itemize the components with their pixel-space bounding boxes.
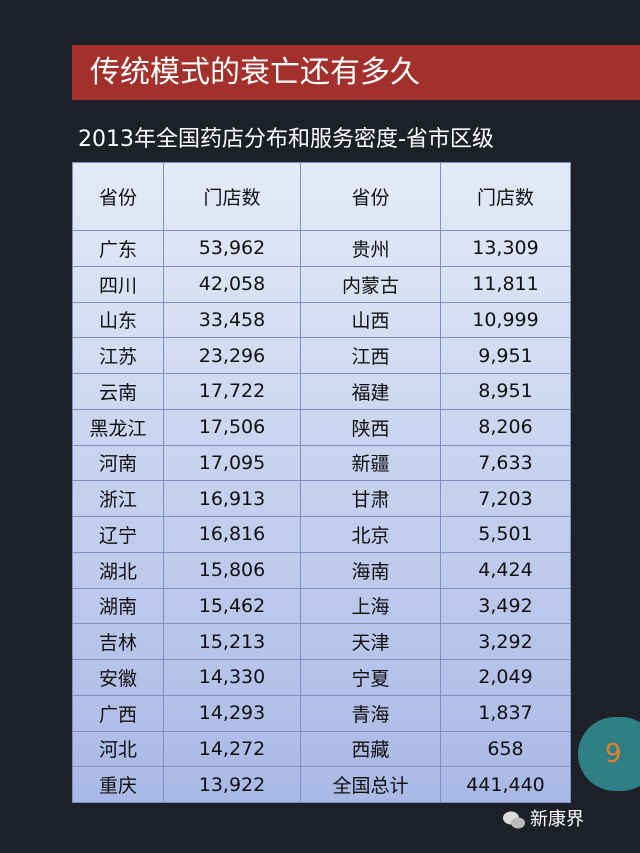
column-header: 省份 [300, 162, 441, 231]
store-count: 16,913 [163, 480, 301, 517]
province: 甘肃 [300, 480, 441, 517]
table-row: 辽宁 16,816 北京 5,501 [72, 516, 571, 553]
province: 黑龙江 [72, 408, 164, 446]
province: 河南 [72, 444, 164, 482]
store-count: 11,811 [440, 265, 571, 303]
table-row: 黑龙江 17,506 陕西 8,206 [72, 408, 571, 446]
table-row: 河北 14,272 西藏 658 [72, 730, 571, 768]
province: 西藏 [300, 730, 441, 768]
province: 天津 [300, 623, 441, 660]
store-count: 42,058 [163, 265, 301, 303]
province: 上海 [300, 587, 441, 625]
table-row: 云南 17,722 福建 8,951 [72, 373, 571, 410]
store-count: 14,330 [163, 659, 301, 696]
province: 云南 [72, 373, 164, 410]
store-count: 13,309 [440, 230, 571, 267]
province: 内蒙古 [300, 265, 441, 303]
province: 吉林 [72, 623, 164, 660]
province: 北京 [300, 516, 441, 553]
province: 江苏 [72, 337, 164, 374]
province: 全国总计 [300, 766, 441, 803]
store-count: 2,049 [440, 659, 571, 696]
table-row: 湖南 15,462 上海 3,492 [72, 587, 571, 625]
page-number: 9 [578, 717, 640, 791]
table-row: 广东 53,962 贵州 13,309 [72, 230, 571, 267]
store-count: 3,292 [440, 623, 571, 660]
province: 山西 [300, 301, 441, 339]
store-count: 9,951 [440, 337, 571, 374]
table-row: 安徽 14,330 宁夏 2,049 [72, 659, 571, 696]
province: 四川 [72, 265, 164, 303]
wechat-icon [503, 811, 525, 829]
table-row: 浙江 16,913 甘肃 7,203 [72, 480, 571, 517]
province: 广东 [72, 230, 164, 267]
column-header: 门店数 [440, 162, 571, 231]
province: 辽宁 [72, 516, 164, 553]
store-count: 14,293 [163, 694, 301, 732]
store-count: 441,440 [440, 766, 571, 803]
store-count: 8,951 [440, 373, 571, 410]
store-count: 5,501 [440, 516, 571, 553]
store-count: 23,296 [163, 337, 301, 374]
store-count: 10,999 [440, 301, 571, 339]
store-count: 8,206 [440, 408, 571, 446]
store-count: 3,492 [440, 587, 571, 625]
table-row: 河南 17,095 新疆 7,633 [72, 444, 571, 482]
subtitle: 2013年全国药店分布和服务密度-省市区级 [78, 127, 494, 152]
province: 河北 [72, 730, 164, 768]
store-count: 53,962 [163, 230, 301, 267]
brand: 新康界 [530, 809, 584, 830]
province: 湖北 [72, 551, 164, 589]
store-count: 17,095 [163, 444, 301, 482]
province: 湖南 [72, 587, 164, 625]
province: 新疆 [300, 444, 441, 482]
store-count: 7,633 [440, 444, 571, 482]
table-row: 江苏 23,296 江西 9,951 [72, 337, 571, 374]
store-count: 15,806 [163, 551, 301, 589]
province: 贵州 [300, 230, 441, 267]
province: 海南 [300, 551, 441, 589]
store-count: 17,506 [163, 408, 301, 446]
store-count: 13,922 [163, 766, 301, 803]
province: 江西 [300, 337, 441, 374]
province: 浙江 [72, 480, 164, 517]
store-count: 15,213 [163, 623, 301, 660]
table-row: 四川 42,058 内蒙古 11,811 [72, 265, 571, 303]
column-header: 省份 [72, 162, 164, 231]
store-count: 658 [440, 730, 571, 768]
province: 重庆 [72, 766, 164, 803]
store-count: 4,424 [440, 551, 571, 589]
table-row: 吉林 15,213 天津 3,292 [72, 623, 571, 660]
province: 福建 [300, 373, 441, 410]
province: 广西 [72, 694, 164, 732]
table-row: 重庆 13,922 全国总计 441,440 [72, 766, 571, 803]
store-count: 14,272 [163, 730, 301, 768]
store-count: 33,458 [163, 301, 301, 339]
column-header: 门店数 [163, 162, 301, 231]
store-count: 16,816 [163, 516, 301, 553]
province: 安徽 [72, 659, 164, 696]
store-count: 7,203 [440, 480, 571, 517]
province: 山东 [72, 301, 164, 339]
store-count: 17,722 [163, 373, 301, 410]
table-row: 湖北 15,806 海南 4,424 [72, 551, 571, 589]
table-row: 山东 33,458 山西 10,999 [72, 301, 571, 339]
store-count: 1,837 [440, 694, 571, 732]
store-table: 省份 门店数 省份 门店数 广东 53,962 贵州 13,309 四川 42,058 内蒙古 11,… [72, 162, 571, 803]
title-bar: 传统模式的衰亡还有多久 [72, 45, 640, 100]
province: 宁夏 [300, 659, 441, 696]
province: 陕西 [300, 408, 441, 446]
store-count: 15,462 [163, 587, 301, 625]
header-row: 省份 门店数 省份 门店数 [72, 162, 571, 231]
province: 青海 [300, 694, 441, 732]
table-row: 广西 14,293 青海 1,837 [72, 694, 571, 732]
